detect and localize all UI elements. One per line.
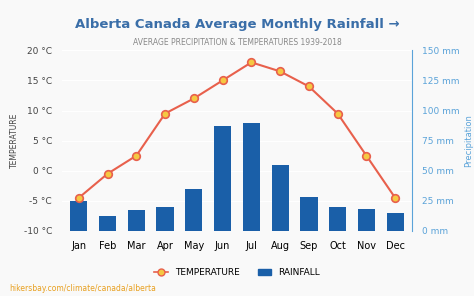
Point — [104, 171, 111, 176]
Bar — [300, 197, 318, 231]
Point — [161, 111, 169, 116]
Point — [305, 84, 313, 89]
Point — [334, 111, 341, 116]
Point — [363, 153, 370, 158]
Point — [247, 60, 255, 65]
Text: Alberta Canada Average Monthly Rainfall →: Alberta Canada Average Monthly Rainfall … — [75, 18, 399, 31]
Point — [75, 195, 82, 200]
Y-axis label: TEMPERATURE: TEMPERATURE — [10, 113, 19, 168]
Text: hikersbay.com/climate/canada/alberta: hikersbay.com/climate/canada/alberta — [9, 284, 156, 293]
Point — [392, 195, 399, 200]
Bar — [185, 189, 202, 231]
Point — [276, 69, 284, 74]
Point — [133, 153, 140, 158]
Text: AVERAGE PRECIPITATION & TEMPERATURES 1939-2018: AVERAGE PRECIPITATION & TEMPERATURES 193… — [133, 38, 341, 47]
Bar — [243, 123, 260, 231]
Bar — [156, 207, 174, 231]
Point — [219, 78, 227, 83]
Bar — [386, 213, 404, 231]
Y-axis label: Precipitation: Precipitation — [464, 114, 473, 167]
Bar — [214, 126, 231, 231]
Bar — [272, 165, 289, 231]
Bar — [358, 209, 375, 231]
Bar — [329, 207, 346, 231]
Legend: TEMPERATURE, RAINFALL: TEMPERATURE, RAINFALL — [150, 264, 324, 281]
Bar — [70, 201, 88, 231]
Bar — [99, 216, 116, 231]
Bar — [128, 210, 145, 231]
Point — [190, 96, 198, 101]
